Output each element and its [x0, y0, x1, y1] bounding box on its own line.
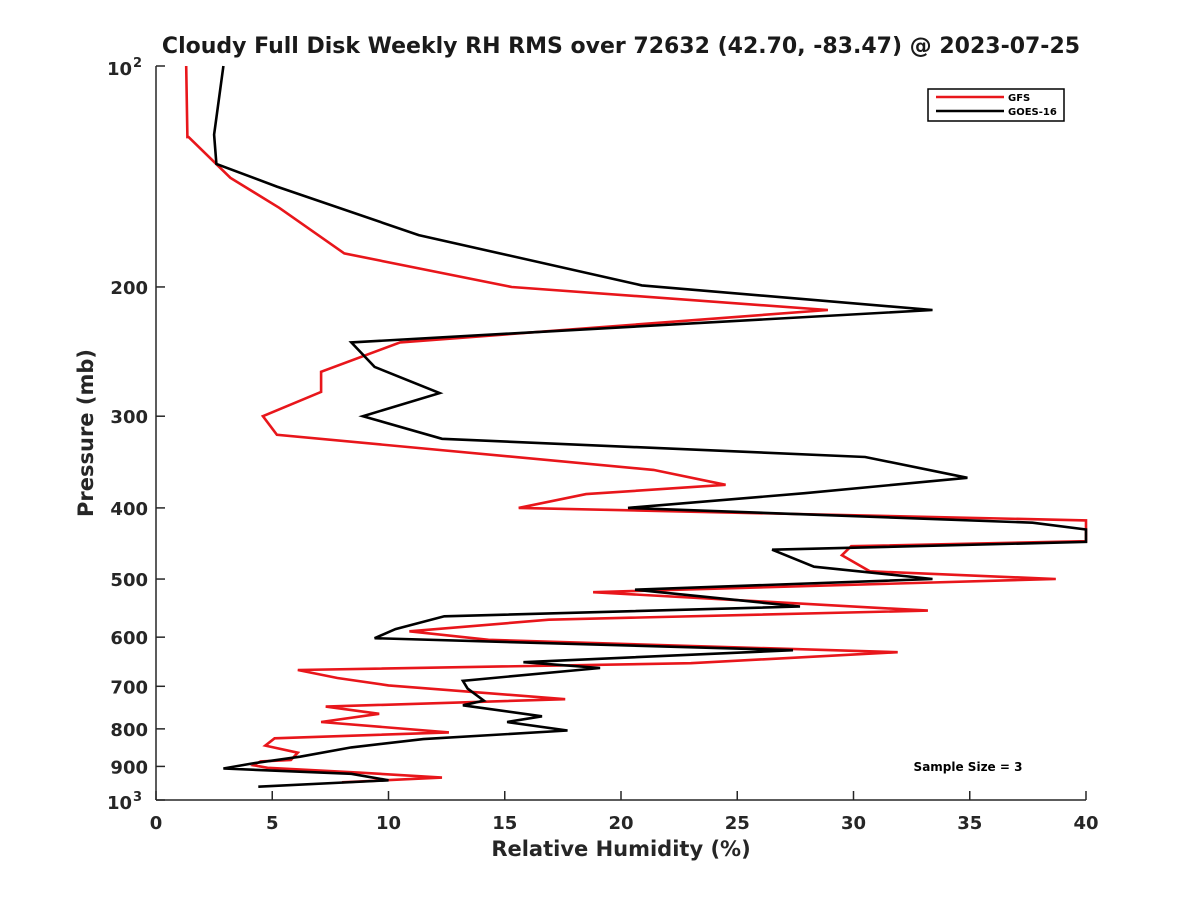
legend-label-gfs: GFS [1008, 93, 1030, 104]
legend-label-goes16: GOES-16 [1008, 107, 1057, 118]
y-axis-label: Pressure (mb) [74, 349, 98, 517]
legend-box [927, 88, 1065, 122]
y-tick-label: 600 [110, 628, 148, 649]
y-tick-label: 300 [110, 407, 148, 428]
x-tick-label: 35 [957, 813, 982, 834]
x-tick-label: 5 [266, 813, 279, 834]
y-tick-label: 800 [110, 720, 148, 741]
x-tick-label: 25 [725, 813, 750, 834]
x-tick-label: 20 [608, 813, 633, 834]
series-line-gfs [184, 65, 1088, 784]
y-tick-label: 500 [110, 570, 148, 591]
sample-size-annotation: Sample Size = 3 [914, 760, 1023, 774]
chart-title: Cloudy Full Disk Weekly RH RMS over 7263… [162, 34, 1080, 59]
y-tick-label-exponent: 2 [133, 56, 142, 71]
x-tick-label: 30 [841, 813, 866, 834]
x-tick-label: 15 [492, 813, 517, 834]
y-tick-label: 400 [110, 499, 148, 520]
y-tick-label: 700 [110, 677, 148, 698]
legend: GFS GOES-16 [927, 88, 1065, 122]
y-tick-label-exponent: 3 [133, 790, 142, 805]
series-line-goes16 [212, 65, 1088, 788]
x-tick-label: 40 [1073, 813, 1098, 834]
y-tick-label: 900 [110, 757, 148, 778]
x-axis-ticks: 0 5 10 15 20 25 30 35 40 [150, 791, 1099, 834]
y-tick-label-base: 10 [107, 59, 132, 80]
x-tick-label: 0 [150, 813, 163, 834]
series-layer [184, 65, 1088, 788]
y-tick-label-base: 10 [107, 793, 132, 814]
y-tick-label: 200 [110, 278, 148, 299]
plot-frame [155, 66, 1086, 801]
x-tick-label: 10 [376, 813, 401, 834]
x-axis-label: Relative Humidity (%) [491, 837, 750, 861]
